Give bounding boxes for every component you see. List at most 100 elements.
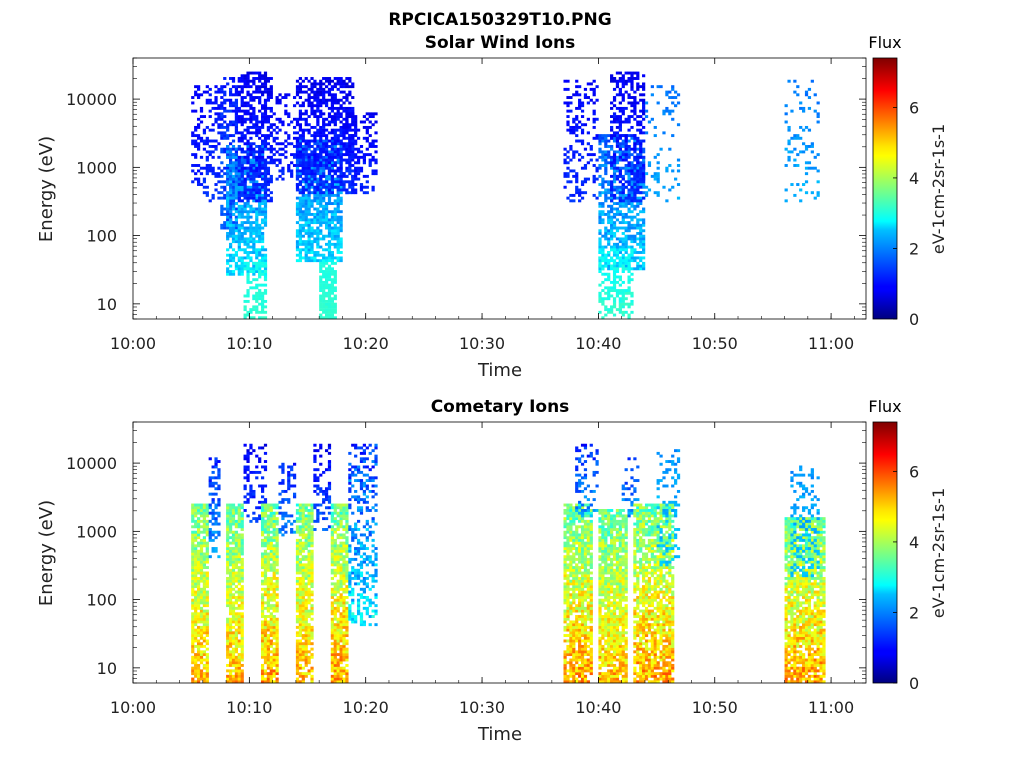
heatmap-cell bbox=[237, 571, 241, 575]
heatmap-cell bbox=[263, 672, 268, 676]
heatmap-cell bbox=[304, 242, 308, 246]
heatmap-cell bbox=[260, 158, 265, 162]
heatmap-cell bbox=[624, 82, 628, 86]
heatmap-cell bbox=[327, 278, 332, 282]
heatmap-cell bbox=[205, 566, 209, 570]
heatmap-cell bbox=[263, 196, 268, 200]
heatmap-cell bbox=[307, 196, 311, 200]
heatmap-cell bbox=[228, 264, 233, 268]
heatmap-cell bbox=[237, 579, 241, 583]
heatmap-cell bbox=[234, 188, 239, 192]
heatmap-cell bbox=[607, 240, 611, 244]
heatmap-cell bbox=[281, 169, 285, 173]
heatmap-cell bbox=[278, 101, 282, 105]
heatmap-cell bbox=[255, 128, 259, 132]
heatmap-cell bbox=[255, 183, 259, 186]
heatmap-cell bbox=[226, 653, 230, 657]
heatmap-cell bbox=[205, 191, 209, 195]
heatmap-cell bbox=[586, 101, 590, 105]
heatmap-cell bbox=[214, 522, 218, 526]
heatmap-cell bbox=[258, 164, 262, 167]
heatmap-cell bbox=[243, 101, 247, 105]
heatmap-cell bbox=[191, 503, 195, 507]
heatmap-cell bbox=[234, 169, 239, 173]
heatmap-cell bbox=[263, 183, 268, 186]
heatmap-cell bbox=[330, 85, 334, 89]
heatmap-cell bbox=[330, 291, 334, 295]
heatmap-cell bbox=[260, 316, 265, 320]
heatmap-cell bbox=[316, 234, 320, 238]
heatmap-cell bbox=[252, 489, 256, 493]
heatmap-cell bbox=[345, 131, 349, 135]
heatmap-cell bbox=[598, 212, 602, 216]
heatmap-cell bbox=[199, 549, 204, 553]
heatmap-cell bbox=[630, 101, 634, 105]
heatmap-cell bbox=[307, 185, 311, 189]
heatmap-cell bbox=[234, 620, 239, 624]
heatmap-cell bbox=[604, 256, 608, 260]
heatmap-cell bbox=[191, 598, 195, 602]
heatmap-cell bbox=[615, 155, 620, 159]
heatmap-cell bbox=[642, 158, 646, 162]
heatmap-cell bbox=[307, 259, 311, 263]
heatmap-cell bbox=[266, 155, 271, 159]
heatmap-cell bbox=[644, 172, 649, 176]
heatmap-cell bbox=[234, 511, 239, 515]
heatmap-cell bbox=[263, 104, 268, 108]
heatmap-cell bbox=[342, 128, 346, 132]
heatmap-cell bbox=[191, 536, 195, 540]
heatmap-cell bbox=[324, 158, 329, 162]
heatmap-cell bbox=[278, 158, 282, 162]
heatmap-cell bbox=[618, 188, 622, 192]
heatmap-cell bbox=[322, 169, 326, 173]
heatmap-cell bbox=[313, 104, 317, 108]
heatmap-cell bbox=[266, 644, 271, 648]
heatmap-cell bbox=[252, 147, 256, 151]
heatmap-cell bbox=[330, 215, 334, 219]
heatmap-cell bbox=[336, 207, 340, 211]
heatmap-cell bbox=[330, 142, 334, 146]
heatmap-cell bbox=[342, 134, 346, 138]
heatmap-cell bbox=[371, 155, 375, 159]
heatmap-cell bbox=[281, 147, 285, 151]
heatmap-cell bbox=[307, 128, 311, 132]
heatmap-cell bbox=[258, 212, 262, 216]
heatmap-cell bbox=[639, 93, 643, 97]
heatmap-cell bbox=[263, 193, 268, 197]
heatmap-cell bbox=[228, 134, 233, 138]
heatmap-cell bbox=[226, 169, 230, 173]
heatmap-cell bbox=[263, 98, 268, 102]
heatmap-cell bbox=[266, 183, 271, 186]
heatmap-cell bbox=[336, 204, 340, 208]
heatmap-cell bbox=[205, 560, 209, 564]
heatmap-cell bbox=[269, 612, 273, 616]
heatmap-cell bbox=[255, 283, 259, 287]
x-tick-label: 10:20 bbox=[343, 334, 389, 353]
heatmap-cell bbox=[298, 155, 303, 159]
heatmap-cell bbox=[598, 283, 602, 287]
heatmap-cell bbox=[607, 237, 611, 241]
heatmap-cell bbox=[211, 492, 215, 496]
heatmap-cell bbox=[316, 180, 320, 184]
heatmap-cell bbox=[275, 131, 279, 135]
heatmap-cell bbox=[604, 191, 608, 195]
heatmap-cell bbox=[272, 112, 276, 116]
y-axis-label: Energy (eV) bbox=[36, 136, 57, 242]
heatmap-cell bbox=[627, 221, 631, 225]
heatmap-cell bbox=[226, 226, 230, 230]
heatmap-cell bbox=[255, 264, 259, 268]
heatmap-cell bbox=[226, 601, 230, 605]
heatmap-cell bbox=[260, 305, 265, 309]
heatmap-cell bbox=[618, 191, 622, 195]
heatmap-cell bbox=[240, 139, 244, 143]
heatmap-cell bbox=[246, 188, 250, 192]
heatmap-cell bbox=[298, 90, 303, 94]
heatmap-cell bbox=[269, 644, 273, 648]
heatmap-cell bbox=[566, 87, 570, 91]
heatmap-cell bbox=[237, 204, 241, 208]
heatmap-cell bbox=[298, 172, 303, 176]
x-tick-label: 10:50 bbox=[692, 334, 738, 353]
heatmap-cell bbox=[199, 555, 204, 559]
heatmap-cell bbox=[598, 248, 602, 252]
heatmap-cell bbox=[327, 272, 332, 276]
